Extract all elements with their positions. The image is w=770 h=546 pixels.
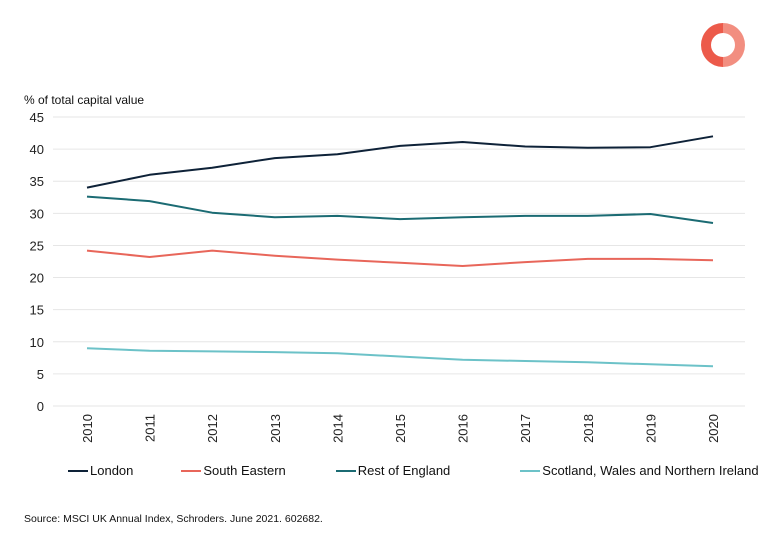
legend-item: South Eastern — [181, 463, 286, 478]
y-tick-label: 10 — [30, 335, 44, 350]
y-tick-label: 15 — [30, 303, 44, 318]
x-tick-label: 2013 — [268, 414, 283, 443]
y-tick-label: 45 — [30, 110, 44, 125]
series-line-scotland-wales-and-northern-ireland — [86, 347, 714, 368]
y-tick-label: 5 — [37, 367, 44, 382]
x-tick-label: 2011 — [143, 414, 158, 442]
y-tick-label: 0 — [37, 399, 44, 414]
x-tick-label: 2015 — [393, 414, 408, 443]
x-tick-label: 2018 — [581, 414, 596, 443]
y-axis-label: % of total capital value — [24, 93, 145, 107]
x-tick-label: 2012 — [205, 414, 220, 443]
legend-label: Scotland, Wales and Northern Ireland — [542, 463, 759, 478]
legend-label: South Eastern — [203, 463, 286, 478]
legend-item: London — [68, 463, 133, 478]
x-tick-label: 2010 — [80, 414, 95, 443]
legend-swatch — [68, 469, 88, 472]
chart-legend: London South Eastern Rest of England Scotla… — [68, 463, 759, 478]
x-tick-label: 2014 — [330, 414, 345, 443]
source-note: Source: MSCI UK Annual Index, Schroders.… — [24, 513, 323, 525]
x-tick-label: 2016 — [456, 414, 471, 443]
x-tick-label: 2019 — [643, 414, 658, 443]
x-tick-label: 2017 — [518, 414, 533, 443]
series-line-south-eastern — [86, 249, 714, 267]
legend-label: London — [90, 463, 134, 478]
legend-swatch — [520, 469, 541, 472]
legend-swatch — [181, 469, 202, 472]
y-tick-label: 35 — [30, 174, 44, 189]
series-line-rest-of-england — [86, 195, 714, 224]
y-tick-label: 30 — [30, 206, 44, 221]
legend-item: Rest of England — [335, 463, 451, 478]
x-tick-label: 2020 — [706, 414, 721, 443]
legend-label: Rest of England — [357, 463, 451, 478]
y-tick-label: 40 — [30, 142, 44, 157]
y-tick-label: 20 — [30, 271, 44, 286]
schroders-logo-icon — [701, 23, 745, 67]
y-tick-label: 25 — [30, 238, 44, 253]
series-line-london — [86, 135, 714, 189]
legend-swatch — [335, 469, 356, 472]
legend-item: Scotland, Wales and Northern Ireland — [520, 463, 759, 478]
